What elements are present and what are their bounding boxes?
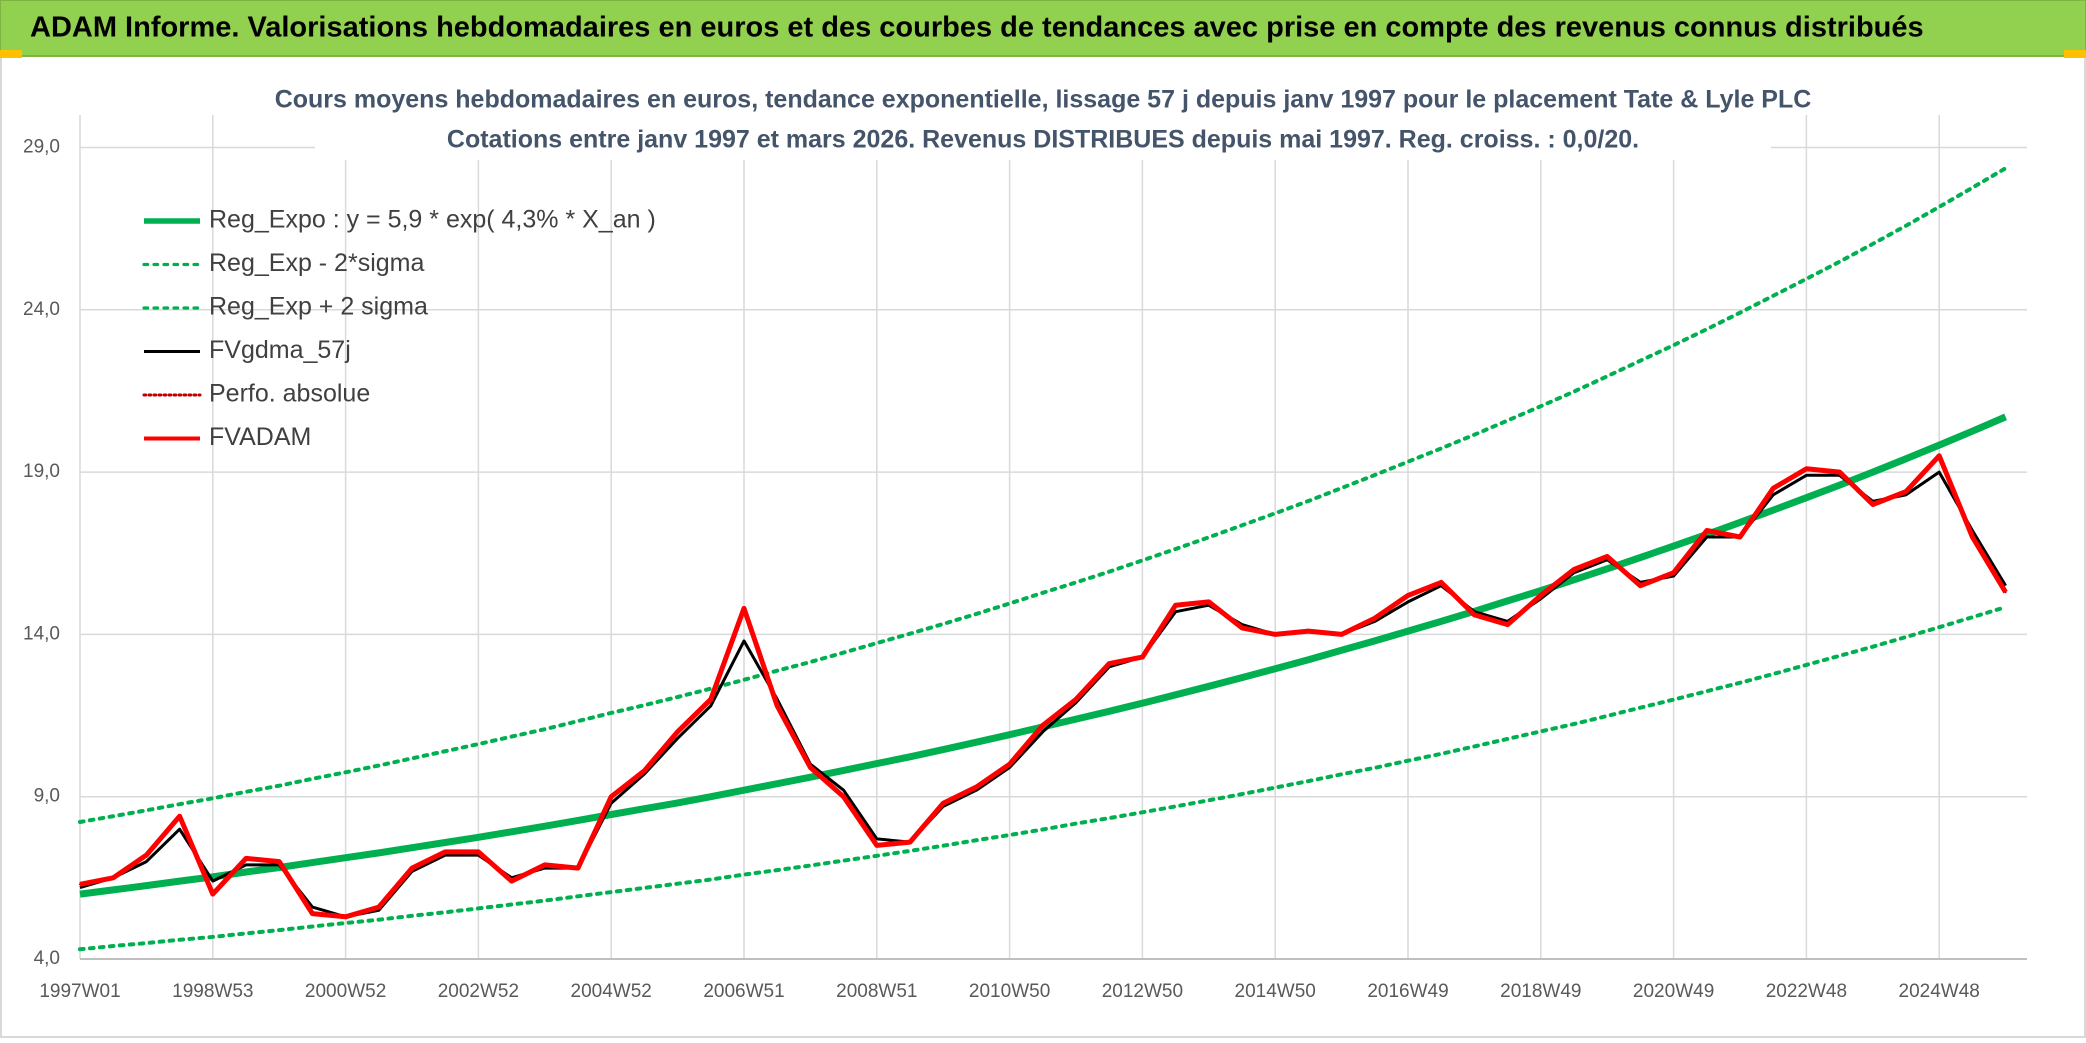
series-line (79, 453, 2008, 920)
corner (2064, 50, 2086, 58)
legend-label: Reg_Exp + 2 sigma (209, 293, 428, 321)
subtitle: Cotations entre janv 1997 et mars 2026. … (447, 126, 1639, 154)
legend-label: FVADAM (209, 423, 311, 451)
x-tick-label: 2024W48 (1899, 981, 1980, 1002)
x-tick-label: 2004W52 (571, 981, 652, 1002)
x-tick-label: 2010W50 (969, 981, 1050, 1002)
legend-label: FVgdma_57j (209, 336, 351, 364)
x-tick-label: 2006W51 (703, 981, 784, 1002)
subtitle: Cours moyens hebdomadaires en euros, ten… (275, 86, 1812, 114)
x-tick-label: 2012W50 (1102, 981, 1183, 1002)
legend-label: Reg_Exp - 2*sigma (209, 249, 424, 277)
y-tick-label: 19,0 (23, 461, 60, 482)
x-tick-label: 2000W52 (305, 981, 386, 1002)
x-tick-label: 1998W53 (172, 981, 253, 1002)
plot: 4,0 9,0 14,0 19,0 24,0 29,0 1997W01 1998W53 2000… (23, 115, 2027, 1002)
corner (0, 50, 22, 58)
x-tick-label: 2022W48 (1766, 981, 1847, 1002)
legend-label: Reg_Expo : y = 5,9 * exp( 4,3% * X_an ) (209, 206, 656, 234)
x-tick-label: 2002W52 (438, 981, 519, 1002)
legend-label: Perfo. absolue (209, 380, 370, 408)
series-line (78, 166, 2008, 824)
y-tick-label: 14,0 (23, 623, 60, 644)
page-title: ADAM Informe. Valorisations hebdomadaire… (30, 12, 1924, 44)
x-tick-label: 2014W50 (1235, 981, 1316, 1002)
x-tick-label: 2018W49 (1500, 981, 1581, 1002)
subtitle-box (315, 82, 1771, 160)
x-tick-label: 2020W49 (1633, 981, 1714, 1002)
x-tick-label: 2008W51 (836, 981, 917, 1002)
y-tick-label: 9,0 (34, 786, 60, 807)
series-line (78, 605, 2008, 952)
y-tick-label: 24,0 (23, 299, 60, 320)
y-tick-label: 29,0 (23, 136, 60, 157)
x-tick-label: 1997W01 (39, 981, 120, 1002)
x-tick-label: 2016W49 (1367, 981, 1448, 1002)
y-tick-label: 4,0 (34, 948, 60, 969)
header-bar (0, 0, 2086, 57)
